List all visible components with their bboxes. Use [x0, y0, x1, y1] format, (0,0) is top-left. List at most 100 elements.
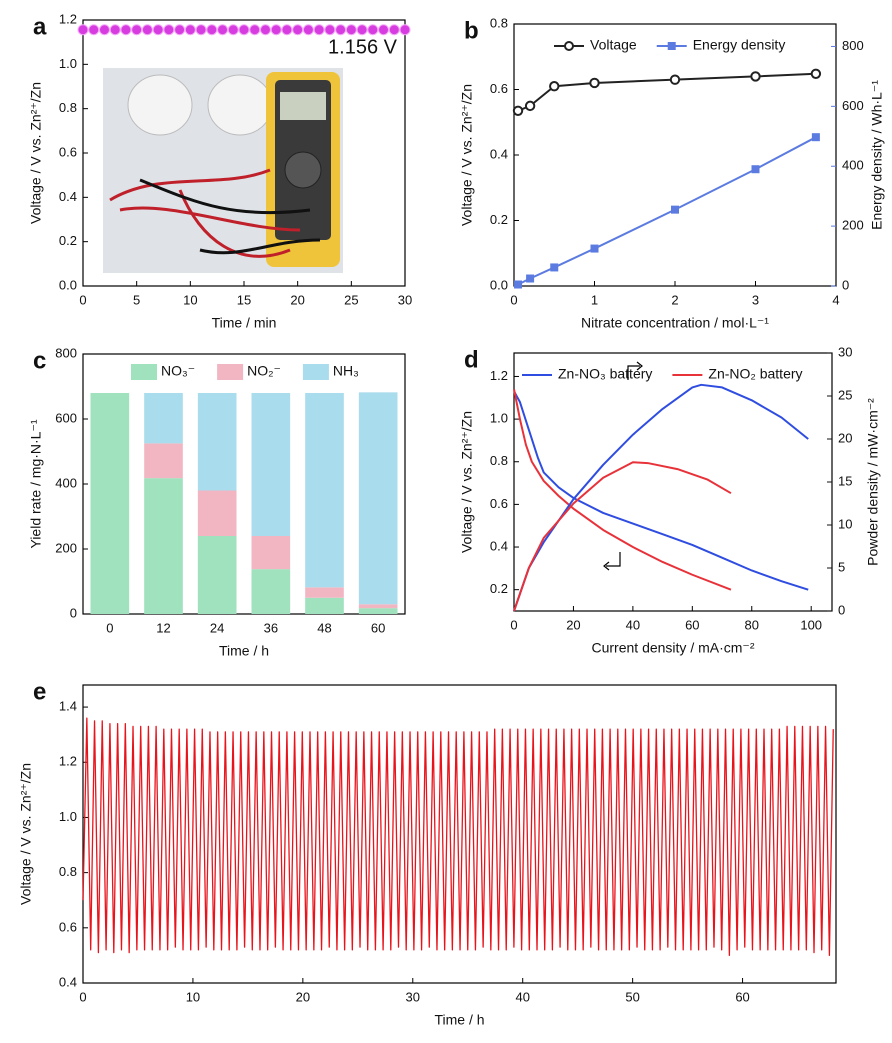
point: [356, 24, 368, 36]
x-tick-label: 10: [183, 292, 197, 307]
legend-label: Voltage: [590, 37, 637, 53]
photo-cell: [207, 74, 273, 136]
point: [378, 24, 390, 36]
y-tick-label: 0.2: [59, 233, 77, 248]
y-tick-label: 0.2: [490, 581, 508, 596]
y-tick-label: 800: [55, 345, 77, 360]
x-tick-label: 3: [752, 292, 759, 307]
point: [367, 24, 379, 36]
marker: [589, 77, 600, 89]
x-tick-label: 0: [79, 292, 86, 307]
bar-segment: [358, 608, 398, 614]
y2-tick-label: 800: [842, 38, 864, 53]
photo-wires: [139, 178, 321, 255]
y2-tick-label: 0: [842, 277, 849, 292]
arrow-left: [606, 552, 621, 567]
y2-tick-label: 10: [838, 516, 852, 531]
point: [206, 24, 218, 36]
series-line: [82, 717, 834, 957]
arrow-left-head: [603, 561, 610, 571]
marker: [590, 244, 599, 253]
y2-tick-label: 400: [842, 158, 864, 173]
x-tick-label: 40: [626, 617, 640, 632]
point: [302, 24, 314, 36]
x-tick-label: 5: [133, 292, 140, 307]
bar-segment: [358, 604, 398, 609]
y-tick-label: 1.0: [490, 411, 508, 426]
x-tick-label: 60: [735, 989, 749, 1004]
y-tick-label: 0.6: [59, 144, 77, 159]
y-tick-label: 0.6: [490, 81, 508, 96]
y-axis-label: Voltage / V vs. Zn²⁺/Zn: [459, 84, 475, 226]
bar-segment: [305, 393, 344, 588]
point: [163, 24, 175, 36]
y-tick-label: 1.0: [59, 56, 77, 71]
marker: [549, 81, 560, 92]
x-axis-label: Nitrate concentration / mol·L⁻¹: [581, 315, 769, 331]
y-tick-label: 0.6: [59, 919, 77, 934]
bar-segment: [197, 490, 237, 536]
x-tick-label: 48: [317, 620, 331, 635]
y-tick-label: 0.4: [59, 189, 77, 204]
x-tick-label: 25: [344, 292, 358, 307]
y-axis-label: Voltage / V vs. Zn²⁺/Zn: [18, 763, 34, 905]
point: [281, 24, 293, 36]
point: [345, 24, 357, 36]
x-tick-label: 30: [406, 989, 420, 1004]
point: [227, 24, 239, 36]
series-line: [513, 461, 732, 612]
y2-axis-label: Energy density / Wh·L⁻¹: [869, 80, 885, 230]
bar-segment: [144, 443, 183, 479]
y-tick-label: 1.0: [59, 809, 77, 824]
annotation: 1.156 V: [328, 36, 398, 58]
legend-label: Zn-NO₃ battery: [558, 366, 652, 382]
legend-label: NO₃⁻: [161, 363, 195, 379]
bar-segment: [197, 536, 237, 614]
point: [77, 24, 89, 36]
point: [292, 24, 304, 36]
marker: [751, 165, 760, 174]
point: [249, 24, 261, 36]
x-axis-label: Time / h: [434, 1012, 484, 1028]
arrow-right: [627, 365, 640, 380]
marker: [669, 74, 681, 85]
legend-marker: [564, 41, 574, 51]
point: [184, 24, 196, 36]
marker: [671, 205, 679, 214]
x-tick-label: 0: [510, 617, 517, 632]
y-axis-label: Voltage / V vs. Zn²⁺/Zn: [459, 411, 475, 553]
point: [217, 24, 229, 36]
point: [88, 24, 100, 36]
panel-letter: b: [464, 17, 479, 44]
series-line: [513, 389, 732, 591]
photo-dial: [284, 151, 322, 189]
point: [131, 24, 143, 36]
y-tick-label: 1.2: [59, 11, 77, 26]
x-tick-label: 20: [290, 292, 304, 307]
y-tick-label: 0.4: [59, 974, 77, 989]
series-line: [513, 383, 809, 612]
panel-letter: a: [33, 13, 47, 40]
y2-tick-label: 30: [838, 344, 852, 359]
legend-label: NH₃: [333, 363, 359, 379]
x-tick-label: 12: [156, 620, 170, 635]
bar-segment: [305, 587, 344, 598]
marker: [514, 280, 523, 289]
point: [324, 24, 336, 36]
x-axis-label: Time / h: [219, 643, 269, 659]
point: [270, 24, 282, 36]
x-axis-label: Time / min: [212, 315, 277, 331]
panel-letter: c: [33, 347, 46, 374]
legend-marker: [667, 42, 676, 50]
point: [120, 24, 132, 36]
bar-segment: [251, 569, 291, 614]
x-tick-label: 30: [398, 292, 412, 307]
bar-segment: [144, 393, 183, 444]
x-axis-label: Current density / mA·cm⁻²: [592, 640, 755, 656]
photo-display: [280, 92, 326, 120]
x-tick-label: 0: [106, 620, 113, 635]
x-tick-label: 80: [745, 617, 759, 632]
x-tick-label: 10: [186, 989, 200, 1004]
x-tick-label: 4: [832, 292, 839, 307]
bar-segment: [358, 392, 398, 605]
